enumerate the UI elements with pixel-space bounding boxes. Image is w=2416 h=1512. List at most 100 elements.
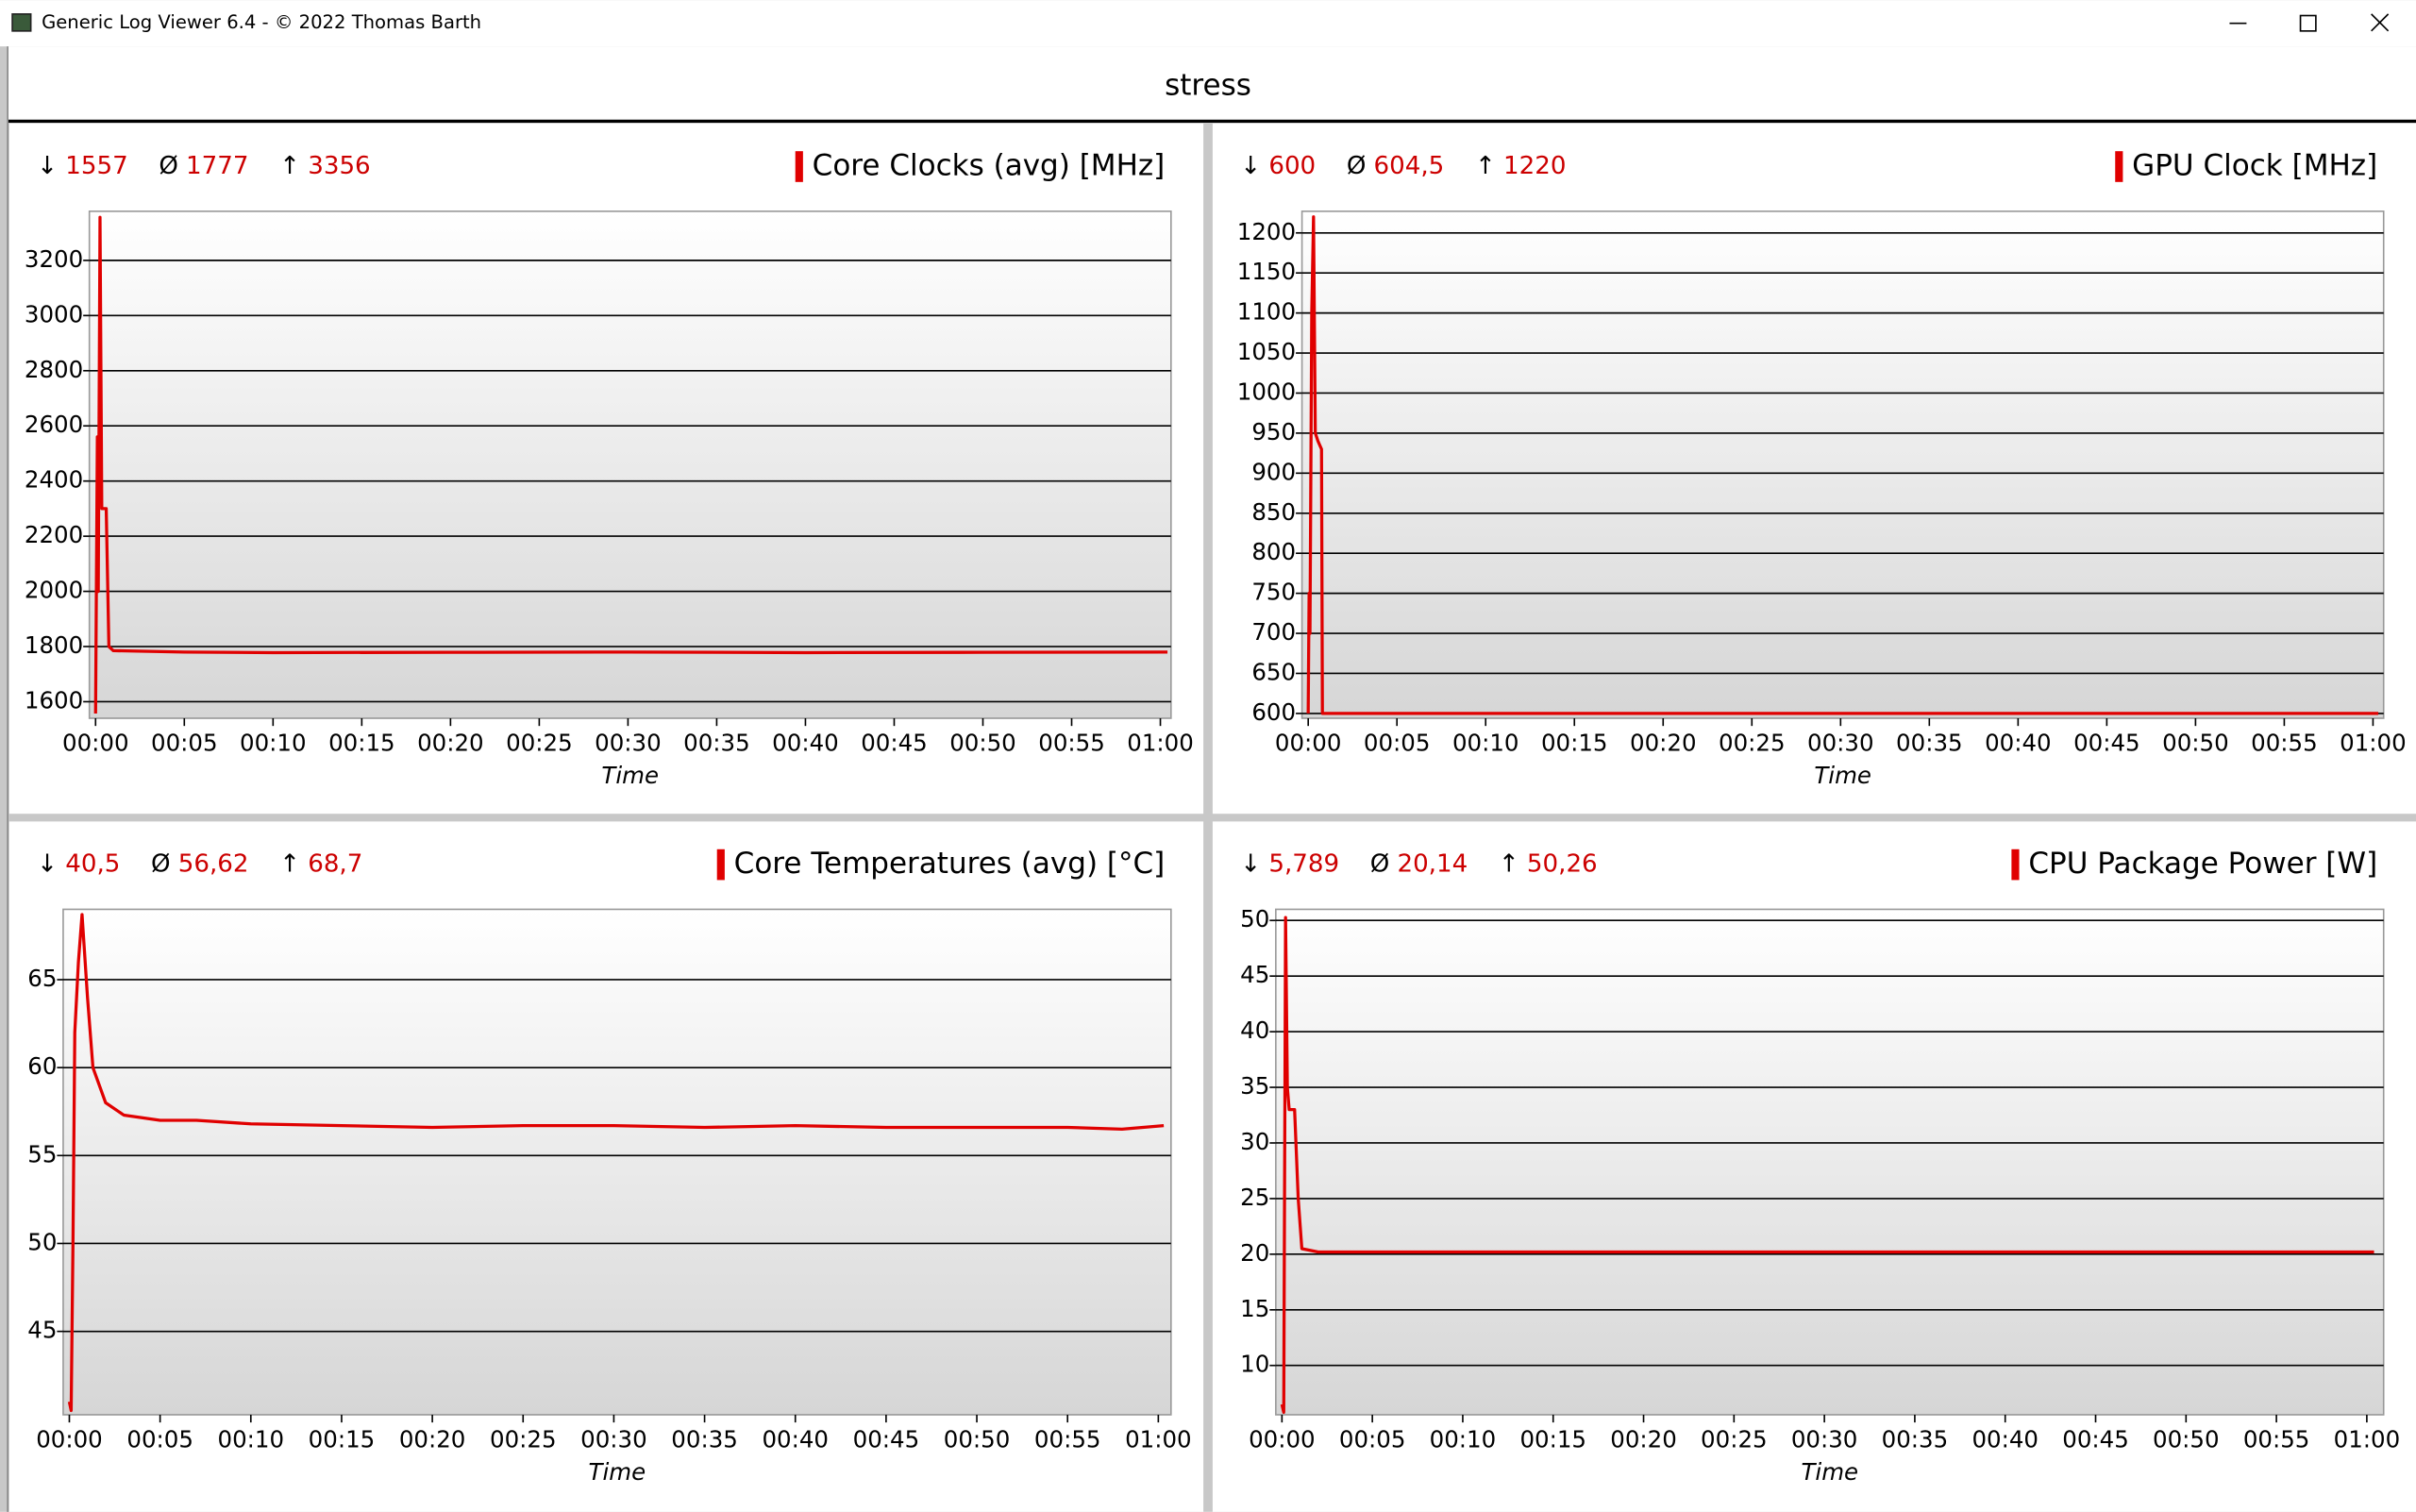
legend-swatch (2011, 848, 2020, 881)
x-tick-label: 00:40 (772, 730, 839, 757)
x-tick-label: 00:10 (218, 1426, 285, 1453)
stat-symbol: ↑ (1475, 152, 1496, 180)
y-tick-label: 50 (1240, 905, 1269, 932)
stat-symbol: ↓ (1240, 152, 1261, 180)
window-title: Generic Log Viewer 6.4 - © 2022 Thomas B… (42, 11, 481, 33)
x-tick-label: 01:00 (2340, 730, 2407, 757)
stat-symbol: ↑ (279, 152, 300, 180)
stat-value: 5,789 (1268, 850, 1339, 879)
x-tick-label: 00:30 (595, 730, 662, 757)
x-tick-label: 00:15 (309, 1426, 376, 1453)
x-tick-label: 00:05 (126, 1426, 193, 1453)
stat-symbol: ↑ (1499, 850, 1519, 879)
stat-symbol: Ø (151, 850, 171, 879)
x-tick-label: 00:20 (1630, 730, 1697, 757)
close-button[interactable] (2371, 13, 2390, 32)
x-tick-label: 00:50 (949, 730, 1016, 757)
x-tick-label: 00:45 (861, 730, 928, 757)
y-tick-label: 800 (1251, 538, 1296, 565)
x-tick-label: 00:50 (2162, 730, 2229, 757)
stat-value: 68,7 (308, 850, 362, 879)
x-tick-label: 00:50 (2153, 1426, 2220, 1453)
x-tick-label: 00:50 (944, 1426, 1011, 1453)
y-tick-label: 900 (1251, 458, 1296, 485)
x-tick-label: 00:25 (1701, 1426, 1768, 1453)
x-tick-label: 00:15 (1519, 1426, 1586, 1453)
y-tick-label: 50 (27, 1228, 57, 1255)
x-tick-label: 00:40 (1971, 1426, 2038, 1453)
stat-symbol: ↓ (1240, 850, 1261, 879)
y-tick-label: 2400 (25, 466, 83, 494)
legend-swatch (795, 151, 803, 182)
plot-area (88, 210, 1172, 719)
y-tick-label: 25 (1240, 1184, 1269, 1211)
x-axis-label: Time (601, 762, 659, 789)
y-tick-label: 1800 (25, 631, 83, 659)
title-bar (0, 0, 2416, 47)
y-tick-label: 45 (1240, 961, 1269, 988)
maximize-button[interactable] (2299, 14, 2317, 32)
data-line (93, 215, 1168, 714)
stat-value: 1777 (186, 152, 248, 180)
x-tick-label: 00:15 (1541, 730, 1608, 757)
x-axis-label: Time (1801, 1458, 1858, 1486)
y-tick-label: 15 (1240, 1295, 1269, 1322)
stat-symbol: ↓ (37, 152, 58, 180)
y-tick-label: 850 (1251, 498, 1296, 526)
y-tick-label: 60 (27, 1052, 57, 1080)
legend-label: Core Clocks (avg) [MHz] (813, 149, 1166, 183)
y-tick-label: 2800 (25, 356, 83, 383)
x-tick-label: 00:40 (762, 1426, 829, 1453)
plot-area (62, 908, 1172, 1416)
x-tick-label: 00:45 (2062, 1426, 2129, 1453)
x-tick-label: 00:05 (1339, 1426, 1406, 1453)
y-tick-label: 700 (1251, 618, 1296, 646)
x-tick-label: 00:05 (151, 730, 218, 757)
x-axis-label: Time (1814, 762, 1871, 789)
y-tick-label: 2600 (25, 411, 83, 438)
stat-value: 20,14 (1397, 850, 1468, 879)
header-bar (8, 46, 2416, 121)
x-tick-label: 00:10 (240, 730, 307, 757)
legend-label: Core Temperatures (avg) [°C] (734, 847, 1166, 881)
x-tick-label: 01:00 (1127, 730, 1194, 757)
x-tick-label: 00:25 (1719, 730, 1786, 757)
y-tick-label: 600 (1251, 698, 1296, 726)
legend-swatch (716, 848, 725, 881)
legend-swatch (2115, 151, 2123, 182)
stat-symbol: Ø (1347, 152, 1367, 180)
stat-value: 600 (1268, 152, 1316, 180)
x-tick-label: 00:10 (1452, 730, 1519, 757)
x-tick-label: 00:35 (671, 1426, 738, 1453)
app-icon (11, 13, 32, 32)
stat-value: 604,5 (1374, 152, 1445, 180)
y-tick-label: 65 (27, 965, 57, 992)
y-tick-label: 30 (1240, 1128, 1269, 1155)
stat-value: 1557 (65, 152, 127, 180)
x-tick-label: 00:05 (1364, 730, 1431, 757)
x-tick-label: 00:15 (328, 730, 395, 757)
x-tick-label: 00:55 (1038, 730, 1105, 757)
stat-value: 1220 (1503, 152, 1566, 180)
y-tick-label: 20 (1240, 1239, 1269, 1267)
y-tick-label: 650 (1251, 658, 1296, 685)
y-tick-label: 1200 (1237, 218, 1296, 245)
y-tick-label: 1000 (1237, 378, 1296, 405)
stat-value: 50,26 (1527, 850, 1598, 879)
legend-label: GPU Clock [MHz] (2132, 149, 2377, 183)
x-axis-label: Time (589, 1458, 646, 1486)
x-tick-label: 00:10 (1430, 1426, 1497, 1453)
x-tick-label: 00:30 (1807, 730, 1874, 757)
data-line (1306, 215, 2379, 715)
y-tick-label: 950 (1251, 418, 1296, 445)
y-tick-label: 1100 (1237, 298, 1296, 326)
x-tick-label: 00:55 (1034, 1426, 1101, 1453)
y-tick-label: 1600 (25, 686, 83, 714)
x-tick-label: 00:20 (399, 1426, 466, 1453)
x-tick-label: 00:40 (1985, 730, 2052, 757)
plot-area (1300, 210, 2385, 719)
x-tick-label: 00:00 (1275, 730, 1342, 757)
x-tick-label: 00:35 (683, 730, 750, 757)
x-tick-label: 00:00 (36, 1426, 103, 1453)
